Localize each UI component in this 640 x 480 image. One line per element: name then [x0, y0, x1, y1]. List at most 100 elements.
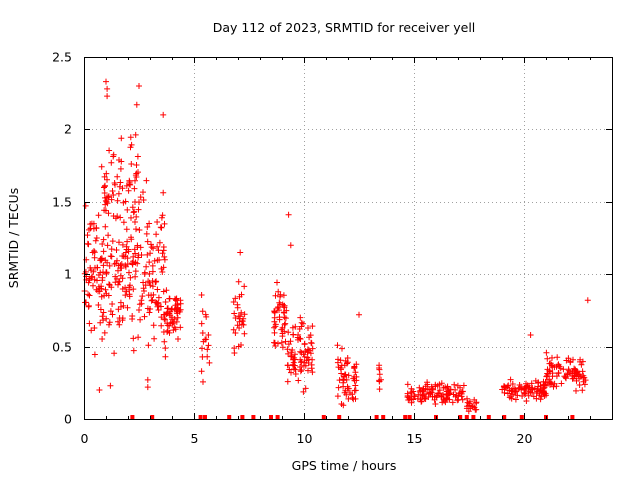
data-point — [280, 292, 287, 299]
data-point — [132, 177, 138, 184]
data-point — [91, 325, 98, 331]
data-point — [455, 392, 462, 399]
data-point — [464, 403, 471, 410]
data-point — [439, 399, 446, 406]
data-point — [205, 342, 212, 349]
data-point — [578, 361, 585, 368]
data-point — [102, 223, 109, 230]
baseline-marker — [198, 415, 203, 419]
data-point — [305, 367, 311, 374]
data-point — [144, 251, 151, 258]
data-point — [452, 386, 459, 393]
data-point — [237, 249, 244, 256]
data-point — [164, 329, 171, 335]
data-point — [544, 371, 551, 378]
data-point — [501, 384, 508, 391]
data-point — [99, 277, 106, 284]
data-point — [204, 346, 211, 353]
data-point — [126, 177, 133, 184]
y-axis-label: SRMTID / TECUs — [6, 188, 21, 288]
data-point — [100, 262, 107, 269]
data-point — [557, 365, 564, 372]
data-point — [454, 397, 461, 404]
data-point — [136, 307, 142, 313]
data-point — [129, 313, 136, 319]
data-point — [235, 343, 242, 350]
data-point — [143, 230, 150, 237]
data-point — [560, 366, 567, 373]
data-point — [85, 279, 92, 286]
data-point — [203, 313, 210, 320]
data-point — [473, 400, 479, 407]
data-point — [129, 260, 136, 267]
data-point — [117, 165, 124, 172]
data-point — [160, 288, 167, 295]
baseline-marker — [337, 415, 342, 419]
data-point — [124, 206, 131, 213]
data-point — [101, 329, 108, 336]
data-point — [239, 318, 246, 325]
data-point — [274, 279, 280, 286]
data-point — [199, 330, 206, 336]
data-point — [173, 305, 180, 312]
data-point — [459, 396, 466, 403]
data-point — [103, 315, 110, 322]
data-point — [128, 161, 135, 167]
data-point — [436, 387, 443, 394]
data-point — [177, 306, 184, 313]
data-point — [404, 381, 411, 388]
baseline-marker — [130, 415, 135, 419]
data-point — [91, 276, 98, 283]
data-point — [164, 327, 171, 334]
data-point — [352, 369, 359, 376]
data-point — [149, 283, 156, 290]
data-point — [120, 199, 127, 206]
data-point — [140, 197, 147, 203]
data-point — [100, 236, 107, 243]
data-point — [117, 214, 124, 221]
x-tick-label: 20 — [517, 431, 533, 446]
baseline-marker — [203, 415, 207, 419]
data-point — [132, 219, 138, 225]
data-point — [528, 380, 535, 387]
data-point — [82, 202, 89, 209]
data-point — [418, 398, 425, 405]
baseline-marker — [251, 415, 256, 419]
data-point — [232, 295, 239, 302]
data-point — [104, 176, 110, 183]
data-point — [108, 253, 115, 260]
data-point — [351, 387, 358, 394]
data-point — [199, 308, 206, 315]
data-point — [512, 396, 519, 403]
data-point — [232, 315, 239, 321]
data-point — [285, 350, 292, 357]
data-point — [335, 364, 342, 371]
data-point — [140, 189, 146, 196]
data-point — [162, 345, 169, 352]
data-point — [554, 354, 561, 361]
data-point — [344, 360, 350, 367]
baseline-marker — [240, 415, 245, 419]
data-point — [134, 153, 141, 160]
data-point — [581, 374, 588, 381]
data-point — [276, 316, 283, 323]
data-point — [300, 362, 307, 369]
data-point — [579, 358, 586, 365]
data-point — [414, 395, 421, 402]
data-point — [514, 392, 521, 399]
data-point — [161, 220, 168, 227]
data-point — [198, 368, 205, 375]
data-point — [278, 339, 285, 346]
data-point — [272, 323, 279, 330]
data-point — [525, 392, 532, 399]
baseline-marker — [275, 415, 280, 419]
data-point — [553, 363, 560, 370]
data-point — [198, 320, 205, 327]
y-tick-label: 2 — [64, 122, 72, 137]
data-point — [173, 296, 180, 303]
data-point — [114, 173, 121, 180]
data-point — [127, 144, 134, 151]
baseline-marker — [464, 415, 469, 419]
data-point — [288, 369, 294, 376]
data-point — [154, 219, 161, 225]
